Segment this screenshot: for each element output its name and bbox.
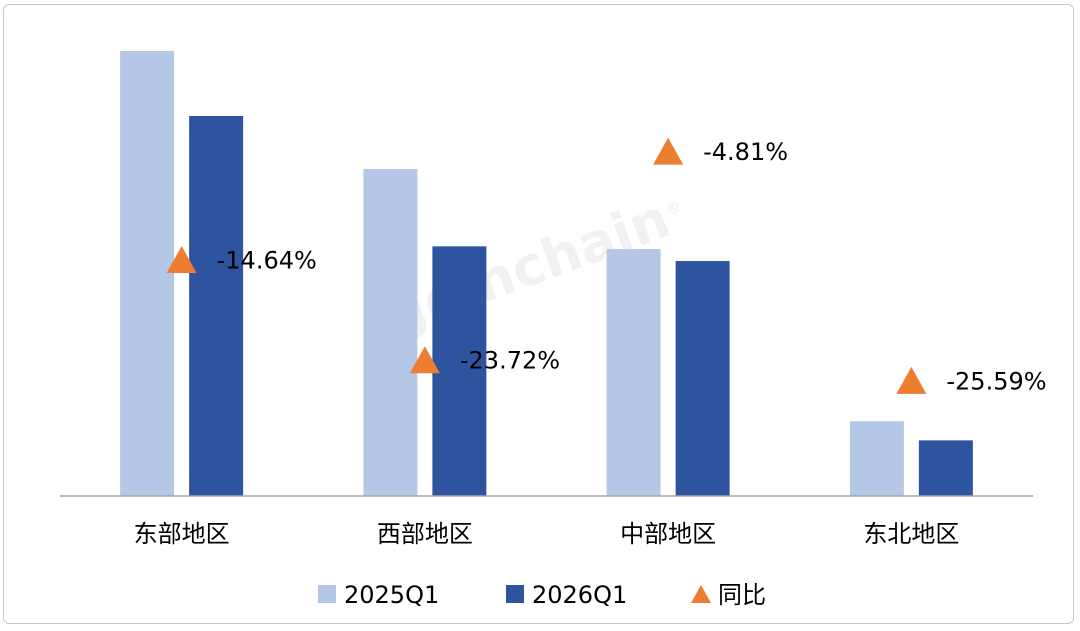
yoy-marker [653, 137, 684, 165]
x-tick-label: 西部地区 [377, 520, 473, 548]
bar-2026q1 [189, 115, 244, 496]
yoy-data-label: -23.72% [460, 347, 560, 375]
yoy-data-label: -14.64% [217, 247, 317, 275]
bar-2026q1 [918, 440, 973, 496]
yoy-marker [409, 346, 440, 374]
legend-label: 同比 [718, 581, 766, 609]
bar-2025q1 [849, 421, 904, 496]
yoy-data-label: -25.59% [946, 367, 1046, 395]
bar-2025q1 [363, 168, 418, 497]
bar-2025q1 [120, 51, 175, 496]
legend-swatch [506, 585, 524, 603]
legend-label: 2026Q1 [532, 581, 627, 609]
chart-frame [3, 4, 1074, 624]
legend-marker [691, 585, 711, 603]
x-tick-label: 东部地区 [134, 520, 230, 548]
bar-2026q1 [675, 261, 730, 496]
x-tick-label: 中部地区 [620, 520, 716, 548]
bar-2026q1 [432, 246, 487, 496]
yoy-marker [166, 246, 197, 274]
bar-2025q1 [606, 249, 661, 496]
yoy-data-label: -4.81% [703, 138, 788, 166]
legend-swatch [318, 585, 336, 603]
legend-label: 2025Q1 [344, 581, 439, 609]
yoy-marker [896, 366, 927, 394]
x-tick-label: 东北地区 [863, 520, 959, 548]
